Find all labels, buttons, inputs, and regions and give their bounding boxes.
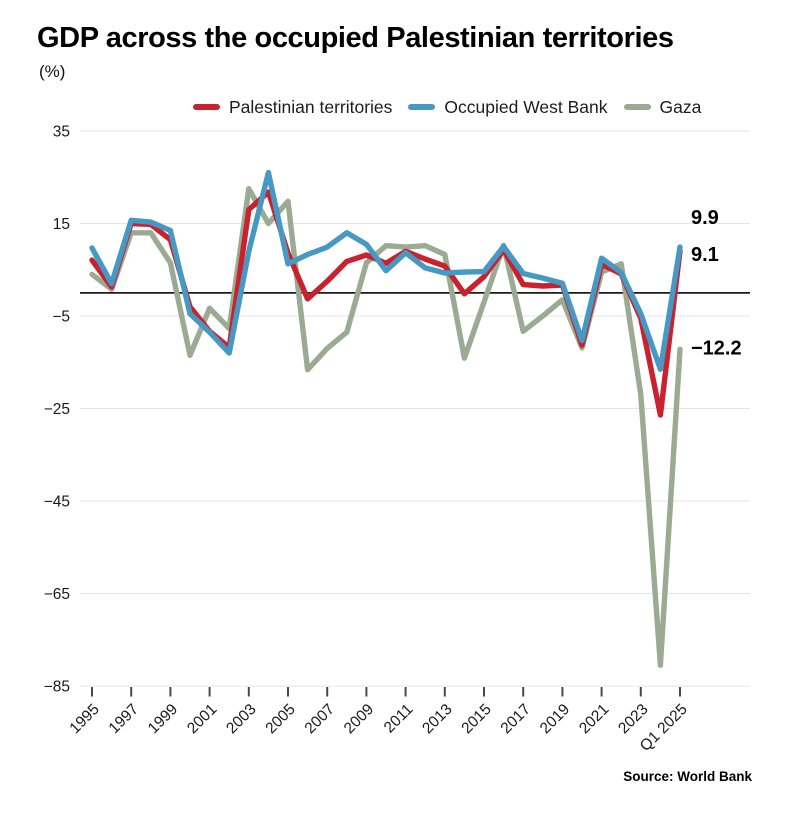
x-axis-tick-label: 1997	[106, 701, 142, 737]
y-axis-tick-label: 35	[53, 124, 70, 141]
legend-swatch-icon	[623, 104, 651, 110]
y-axis-tick-label: −5	[52, 309, 70, 326]
x-axis-tick-label: 2021	[576, 701, 612, 737]
legend-label: Occupied West Bank	[444, 96, 608, 117]
legend-item-palestinian-territories: Palestinian territories	[193, 97, 392, 118]
x-axis-tick-label: 2015	[458, 701, 494, 737]
legend-item-occupied-west-bank: Occupied West Bank	[408, 96, 608, 118]
x-axis-tick-label: 2005	[262, 701, 298, 737]
x-axis-tick-label: 2023	[615, 701, 651, 737]
x-axis-tick-label: 2003	[223, 701, 259, 737]
y-axis-unit-label: (%)	[39, 62, 66, 81]
y-axis-tick-label: −45	[44, 494, 70, 511]
legend-item-gaza: Gaza	[623, 96, 702, 118]
page-title: GDP across the occupied Palestinian terr…	[37, 22, 674, 54]
x-axis-tick-label: 1999	[145, 701, 181, 737]
x-axis-tick-label: 2011	[381, 701, 417, 737]
legend-label: Palestinian territories	[229, 96, 393, 117]
end-value-label-gaza: −12.2	[691, 337, 742, 359]
y-axis-tick-label: −65	[44, 586, 70, 603]
legend-label: Gaza	[659, 96, 702, 117]
y-axis-tick-label: 15	[53, 216, 70, 233]
x-axis-tick-label: 2013	[419, 701, 455, 737]
legend-swatch-icon	[193, 104, 220, 110]
legend-swatch-icon	[408, 104, 436, 110]
x-axis-tick-label: 2009	[341, 701, 377, 737]
x-axis-tick-label: 2001	[184, 701, 220, 737]
chart-legend: Palestinian territories Occupied West Ban…	[193, 97, 701, 117]
y-axis-tick-label: −85	[44, 679, 70, 696]
source-credit: Source: World Bank	[623, 769, 752, 784]
line-occupied-west-bank	[89, 169, 683, 372]
end-value-label-occupied-west-bank: 9.9	[691, 207, 719, 229]
x-axis-tick-label: 2019	[537, 701, 573, 737]
x-axis-tick-label: 1995	[66, 701, 102, 737]
x-axis-tick-label: 2017	[498, 701, 534, 737]
y-axis-tick-label: −25	[44, 401, 70, 418]
x-axis-tick-label: 2007	[302, 701, 338, 737]
end-value-label-palestinian-territories: 9.1	[691, 244, 719, 266]
